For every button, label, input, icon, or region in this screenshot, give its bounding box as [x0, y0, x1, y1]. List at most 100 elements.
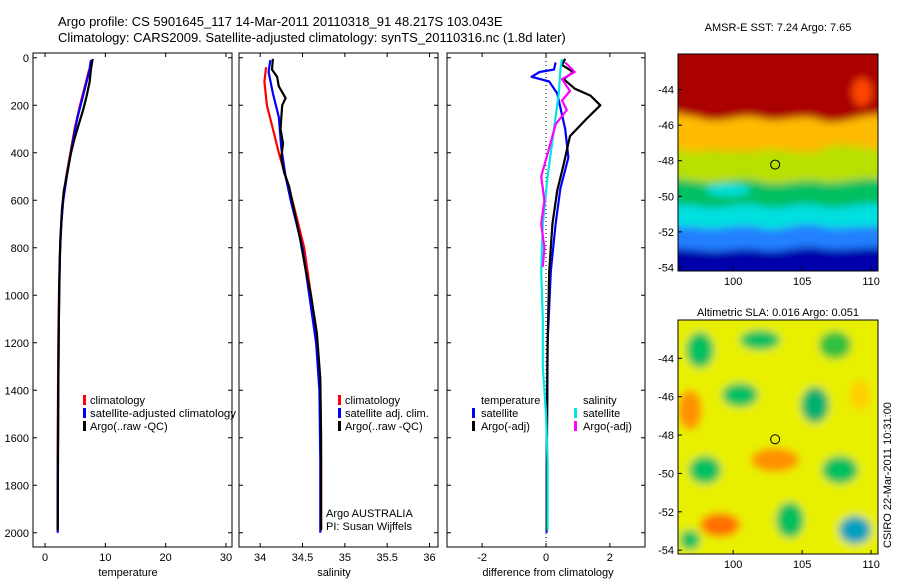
sla-map-title: Altimetric SLA: 0.016 Argo: 0.051	[697, 307, 859, 319]
legend-swatch-satellite	[83, 408, 86, 418]
sla-blob	[678, 390, 702, 430]
legend-swatch-temp-satellite	[472, 408, 475, 418]
temperature-ytick-label: 400	[11, 148, 29, 160]
legend-swatch-argo	[83, 421, 86, 431]
legend-label-temp-argo: Argo(-adj)	[481, 421, 530, 433]
sst_map-xtick-label: 100	[724, 276, 742, 288]
sst-lightblue-band	[678, 224, 878, 252]
salinity-xtick-label: 35.5	[376, 552, 397, 564]
sla_map-xtick-label: 100	[724, 559, 742, 571]
sla_map-ytick-label: -54	[658, 545, 674, 557]
sst_map-ytick-label: -52	[658, 227, 674, 239]
temperature-xtick-label: 20	[160, 552, 172, 564]
salinity-series-climatology	[263, 67, 323, 528]
temperature-series-satellite-adjusted-climatology	[56, 59, 92, 533]
legend-header-temperature: temperature	[481, 395, 540, 407]
temperature-ytick-label: 1400	[5, 385, 29, 397]
sla_map-ytick-label: -52	[658, 507, 674, 519]
sla_map-ytick-label: -44	[658, 353, 674, 365]
sst_map-ytick-label: -48	[658, 156, 674, 168]
temperature-axes-frame	[32, 52, 233, 548]
difference-xtick-label: 0	[543, 552, 549, 564]
sla_map-ytick-label: -50	[658, 468, 674, 480]
sst_map-ytick-label: -50	[658, 191, 674, 203]
temperature-ytick-label: 1000	[5, 290, 29, 302]
legend-swatch-climatology	[83, 395, 86, 405]
legend-label-sal-satellite: satellite	[583, 408, 620, 420]
annotation-pi: PI: Susan Wijffels	[326, 521, 412, 533]
salinity-xlabel: salinity	[317, 567, 351, 579]
legend-label-argo: Argo(..raw -QC)	[345, 421, 423, 433]
sla-argo-position-marker	[770, 434, 781, 445]
legend-label-satellite: satellite adj. clim.	[345, 408, 429, 420]
legend-header-salinity: salinity	[583, 395, 617, 407]
legend-swatch-sal-satellite	[574, 408, 577, 418]
temperature-plot: 0 10 20 30 0 200 400 600 800 1000 1200 1400 1600 1800…	[5, 52, 233, 564]
sst-cyan-band	[678, 203, 878, 230]
sla-blob	[751, 448, 799, 472]
legend-swatch-sal-argo	[574, 421, 577, 431]
legend-label-climatology: climatology	[345, 395, 401, 407]
sst_map-xtick-label: 110	[862, 276, 880, 288]
sla-blob	[689, 456, 721, 484]
sla-map-ticks: 100 105 110 -44 -46 -48 -50 -52 -54	[658, 353, 880, 571]
temperature-ytick-label: 600	[11, 195, 29, 207]
credit-stamp: CSIRO 22-Mar-2011 10:31:00	[882, 402, 894, 548]
salinity-legend: climatology satellite adj. clim. Argo(..…	[338, 395, 429, 433]
legend-swatch-temp-argo	[472, 421, 475, 431]
difference-xtick-label: 2	[607, 552, 613, 564]
difference-legend: temperature satellite Argo(-adj) salinit…	[472, 395, 632, 433]
sst-warm-region	[678, 54, 878, 123]
sst_map-xtick-label: 105	[793, 276, 811, 288]
temperature-ytick-label: 800	[11, 243, 29, 255]
temperature-xtick-label: 10	[99, 552, 111, 564]
difference-xlabel: difference from climatology	[482, 567, 614, 579]
temperature-ytick-label: 1600	[5, 433, 29, 445]
difference-series-salinity-argo-adj-	[540, 61, 576, 267]
salinity-xtick-label: 36	[423, 552, 435, 564]
sst-map-title: AMSR-E SST: 7.24 Argo: 7.65	[705, 22, 852, 34]
sla-blob	[722, 383, 758, 407]
legend-label-argo: Argo(..raw -QC)	[90, 421, 168, 433]
temperature-ytick-label: 0	[23, 53, 29, 65]
sst-argo-position-marker	[770, 159, 781, 170]
salinity-xtick-label: 34.5	[292, 552, 313, 564]
sla-blob	[686, 332, 714, 368]
sla-blob	[740, 330, 780, 350]
sla_map-ytick-label: -48	[658, 430, 674, 442]
sla_map-xtick-label: 110	[862, 559, 880, 571]
salinity-series-argo-raw-qc-	[270, 58, 323, 531]
difference-series-salinity-satellite	[540, 58, 564, 531]
temperature-xtick-label: 0	[42, 552, 48, 564]
difference-plot: -2 0 2	[446, 52, 646, 564]
sla-blob	[680, 530, 700, 550]
temperature-ytick-label: 1200	[5, 338, 29, 350]
sla-blob	[839, 516, 871, 544]
sst_map-ytick-label: -46	[658, 120, 674, 132]
difference-series-temperature-satellite	[530, 62, 570, 533]
temperature-ytick-label: 200	[11, 100, 29, 112]
sla_map-ytick-label: -46	[658, 392, 674, 404]
difference-xtick-label: -2	[477, 552, 487, 564]
sst-orange-band	[678, 113, 878, 153]
sst-map-ticks: 100 105 110 -44 -46 -48 -50 -52 -54	[658, 85, 880, 288]
figure-title-line1: Argo profile: CS 5901645_117 14-Mar-2011…	[58, 14, 503, 29]
sla-blob	[776, 502, 804, 538]
legend-label-sal-argo: Argo(-adj)	[583, 421, 632, 433]
sla-blob	[822, 456, 858, 484]
legend-swatch-satellite	[338, 408, 341, 418]
sst-warm-spot	[852, 78, 872, 106]
sla-blob	[850, 379, 870, 411]
sst-map-frame	[677, 53, 879, 272]
sst_map-ytick-label: -54	[658, 262, 674, 274]
temperature-ytick-label: 2000	[5, 528, 29, 540]
salinity-series-satellite-adj-clim-	[267, 59, 322, 533]
legend-label-temp-satellite: satellite	[481, 408, 518, 420]
sst_map-ytick-label: -44	[658, 85, 674, 97]
legend-label-climatology: climatology	[90, 395, 146, 407]
sst-cyan-patch	[706, 184, 750, 196]
temperature-ytick-label: 1800	[5, 480, 29, 492]
sla-blob	[801, 387, 829, 423]
salinity-xtick-label: 35	[339, 552, 351, 564]
